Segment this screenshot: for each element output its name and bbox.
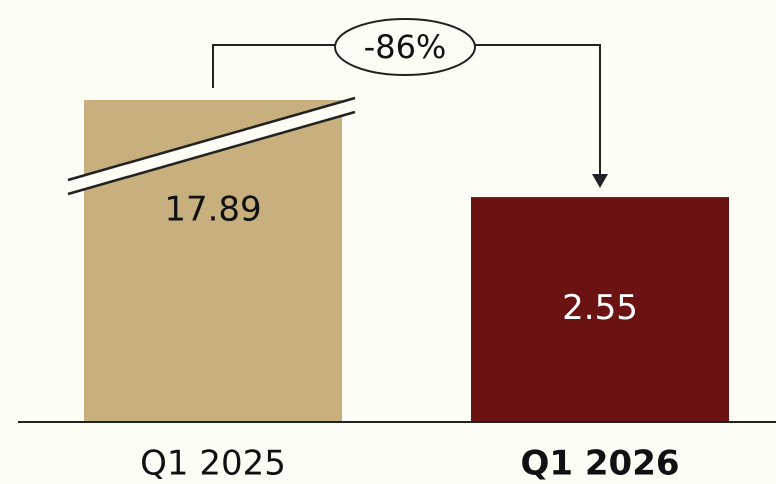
axis-break <box>68 98 355 194</box>
value-label: 17.89 <box>164 190 261 230</box>
annotation-bubble <box>334 18 476 76</box>
arrow-head <box>592 174 608 188</box>
x-tick-label: Q1 2026 <box>520 444 679 484</box>
annotation: -86% <box>364 28 447 66</box>
axis-break-line <box>67 96 356 182</box>
bar <box>471 197 729 422</box>
x-tick-label: Q1 2025 <box>140 444 286 484</box>
connector <box>475 44 601 176</box>
value-label: 2.55 <box>562 288 638 328</box>
connector <box>212 44 335 88</box>
axis-break-line <box>67 110 356 196</box>
